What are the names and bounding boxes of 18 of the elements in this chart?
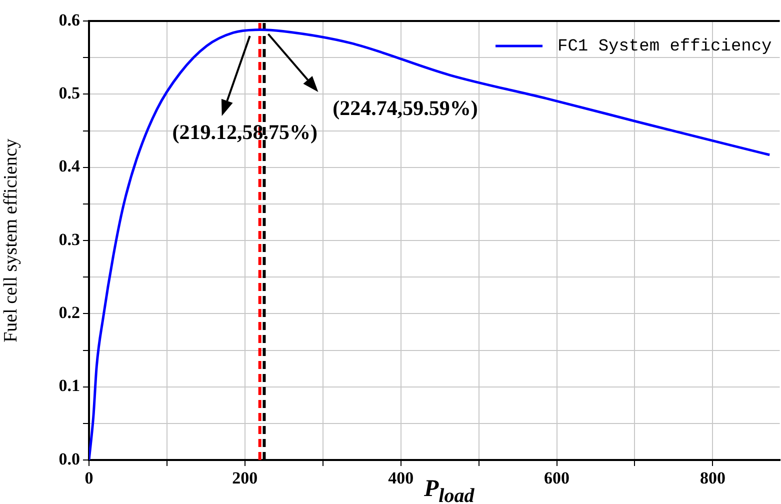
y-tick-label: 0.0 — [58, 449, 80, 468]
x-tick-label: 400 — [388, 468, 414, 488]
legend-label: FC1 System efficiency — [558, 38, 772, 56]
y-tick-label: 0.3 — [58, 230, 80, 249]
y-tick-label: 0.1 — [58, 376, 80, 396]
x-tick-label: 800 — [700, 468, 726, 488]
x-axis-title: P$_{load}$ — [424, 476, 474, 504]
y-tick-label: 0.2 — [58, 303, 80, 322]
y-tick-label: 0.4 — [58, 156, 80, 176]
y-tick-label: 0.5 — [58, 84, 80, 103]
line-series — [89, 28, 771, 460]
y-axis-title: Fuel cell system efficiency — [0, 138, 22, 342]
x-tick-label: 0 — [84, 468, 94, 488]
x-tick-label: 600 — [544, 468, 570, 488]
y-tick-label: 0.6 — [58, 10, 80, 30]
annotation: (224.74,59.59%) — [332, 96, 478, 120]
x-tick-label: 200 — [232, 468, 258, 488]
annotation: (219.12,58.75%) — [172, 120, 318, 144]
